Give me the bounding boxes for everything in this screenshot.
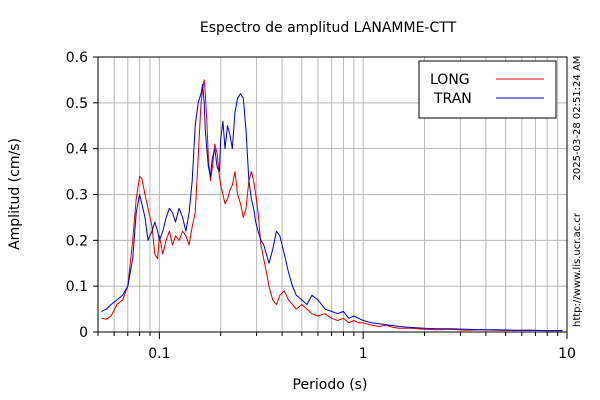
y-tick-label: 0.4 — [66, 142, 88, 158]
timestamp-label: 2025-03-28 02:51:24 AM — [572, 56, 583, 181]
y-axis-title: Amplitud (cm/s) — [7, 138, 23, 250]
x-tick-label: 10 — [558, 346, 576, 362]
legend: LONG TRAN — [418, 60, 557, 119]
x-tick-label: 1 — [359, 346, 368, 362]
y-tick-label: 0.2 — [66, 233, 88, 249]
y-tick-label: 0.6 — [66, 50, 88, 66]
source-url-label: http://www.lis.ucr.ac.cr — [572, 212, 583, 327]
y-tick-label: 0 — [79, 325, 88, 341]
x-axis-title: Periodo (s) — [293, 377, 368, 393]
y-tick-label: 0.1 — [66, 279, 88, 295]
legend-label-long: LONG — [430, 72, 470, 88]
chart-title: Espectro de amplitud LANAMME-CTT — [200, 20, 457, 36]
series-line-long — [101, 79, 563, 332]
x-axis-ticks: 0.1 1 10 — [97, 332, 576, 362]
series-layer — [101, 79, 563, 332]
x-tick-label: 0.1 — [148, 346, 170, 362]
y-tick-label: 0.3 — [66, 188, 88, 204]
legend-label-tran: TRAN — [433, 91, 472, 107]
grid — [97, 56, 568, 333]
series-line-tran — [101, 84, 563, 332]
y-tick-label: 0.5 — [66, 96, 88, 112]
legend-box — [418, 60, 557, 119]
y-axis-ticks: 0 0.1 0.2 0.3 0.4 0.5 0.6 — [66, 50, 98, 341]
